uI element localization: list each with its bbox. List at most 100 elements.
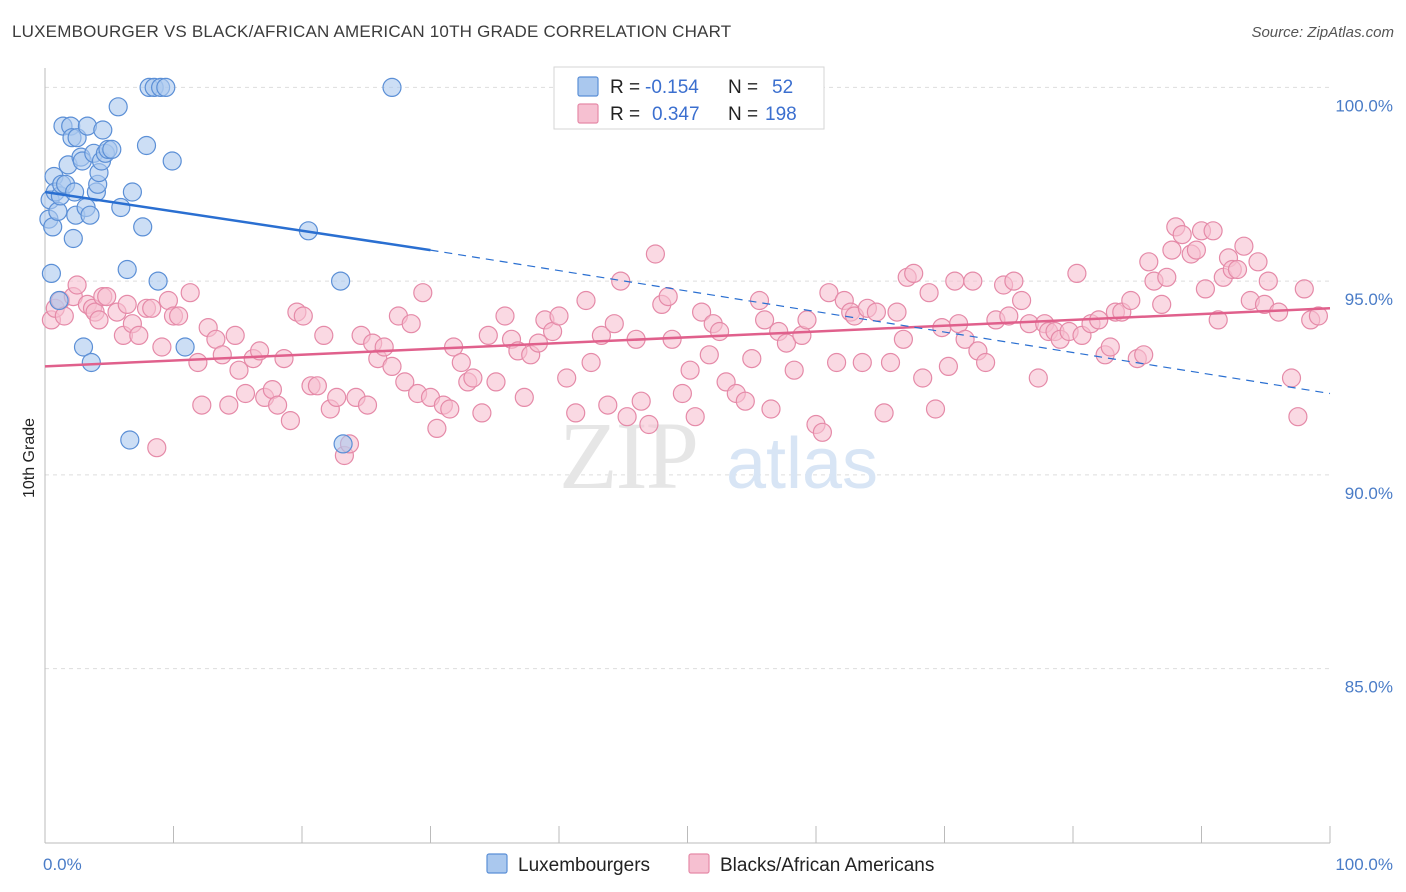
legend-n-label-pink: N = <box>728 104 758 125</box>
blue-point-21 <box>73 337 94 357</box>
pink-point-107 <box>735 391 755 411</box>
blue-point-44 <box>148 271 168 291</box>
pink-point-47 <box>327 387 347 407</box>
chart-title: LUXEMBOURGER VS BLACK/AFRICAN AMERICAN 1… <box>12 22 732 41</box>
legend-n-label-blue: N = <box>728 77 758 98</box>
pink-point-146 <box>999 306 1019 326</box>
bottom-legend-swatch-blue <box>486 853 508 874</box>
blue-point-34 <box>102 139 122 159</box>
blue-point-37 <box>117 259 137 280</box>
pink-point-71 <box>478 325 498 345</box>
pink-point-14 <box>117 294 137 314</box>
pink-point-76 <box>514 387 534 407</box>
legend-n-value-blue: 52 <box>772 77 793 98</box>
pink-point-69 <box>463 368 483 388</box>
pink-point-132 <box>904 263 924 283</box>
legend-r-value-pink: 0.347 <box>652 104 700 125</box>
blue-point-50 <box>331 271 351 291</box>
pink-point-31 <box>225 325 245 345</box>
pink-point-20 <box>152 337 172 357</box>
pink-point-110 <box>754 310 775 330</box>
pink-point-23 <box>169 306 189 326</box>
pink-point-188 <box>1258 271 1278 291</box>
pink-point-164 <box>1121 290 1141 311</box>
pink-point-126 <box>866 302 887 322</box>
pink-point-5 <box>67 275 87 295</box>
pink-point-90 <box>617 407 637 427</box>
pink-point-101 <box>691 302 712 322</box>
pink-point-24 <box>180 283 200 303</box>
y-tick-label-1: 95.0% <box>1345 290 1393 309</box>
pink-point-116 <box>797 310 817 330</box>
pink-point-65 <box>440 399 460 419</box>
legend-box: R = -0.154 N = 52 R = 0.347 N = 198 <box>553 66 825 130</box>
pink-point-16 <box>129 325 149 345</box>
pink-point-96 <box>658 287 678 307</box>
pink-point-150 <box>1028 368 1048 388</box>
pink-point-32 <box>229 360 249 380</box>
legend-r-value-blue: -0.154 <box>645 77 699 98</box>
x-tick-label-1: 100.0% <box>1335 855 1393 874</box>
pink-point-100 <box>685 407 705 427</box>
bottom-legend: Luxembourgers Blacks/African Americans <box>486 853 934 876</box>
bottom-legend-label-pink: Blacks/African Americans <box>720 855 934 876</box>
pink-point-178 <box>1203 221 1223 241</box>
blue-point-36 <box>111 197 131 218</box>
pink-point-81 <box>549 306 569 326</box>
pink-point-56 <box>382 356 402 376</box>
pink-point-92 <box>631 391 651 411</box>
pink-point-19 <box>147 438 167 458</box>
legend-r-label-pink: R = <box>610 104 640 125</box>
pink-point-38 <box>268 395 288 415</box>
blue-point-15 <box>63 228 83 249</box>
blue-point-41 <box>136 135 157 156</box>
pink-point-84 <box>576 290 596 311</box>
blue-point-52 <box>382 77 402 98</box>
pink-point-94 <box>645 244 666 264</box>
pink-point-102 <box>699 345 719 365</box>
pink-point-18 <box>142 298 162 318</box>
trendline-blue-extension <box>430 249 1331 395</box>
pink-point-137 <box>938 356 959 376</box>
pink-point-175 <box>1186 240 1207 260</box>
pink-point-44 <box>307 376 327 396</box>
bottom-legend-swatch-pink <box>688 853 710 874</box>
pink-point-9 <box>89 310 109 330</box>
pink-point-166 <box>1134 345 1154 365</box>
blue-point-39 <box>122 182 142 202</box>
pink-point-135 <box>925 399 946 419</box>
pink-point-191 <box>1288 407 1308 427</box>
pink-point-45 <box>314 325 334 345</box>
pink-point-127 <box>874 403 894 423</box>
pink-point-93 <box>639 414 659 435</box>
pink-point-70 <box>472 403 492 423</box>
legend-swatch-pink <box>577 103 599 124</box>
blue-point-2 <box>41 263 62 283</box>
pink-point-120 <box>826 352 847 373</box>
pink-point-171 <box>1162 240 1182 260</box>
pink-point-109 <box>749 290 770 311</box>
pink-point-124 <box>852 352 872 373</box>
pink-point-59 <box>401 314 421 334</box>
pink-point-83 <box>566 403 586 423</box>
pink-point-114 <box>784 360 804 380</box>
pink-point-179 <box>1208 310 1228 330</box>
pink-point-190 <box>1281 368 1302 388</box>
y-tick-label-0: 100.0% <box>1335 96 1393 115</box>
pink-point-85 <box>581 352 601 373</box>
pink-point-141 <box>963 271 983 291</box>
pink-point-111 <box>761 399 781 419</box>
chart-source: Source: ZipAtlas.com <box>1251 24 1394 41</box>
blue-point-47 <box>162 151 182 171</box>
pink-point-55 <box>374 337 394 357</box>
pink-point-98 <box>672 383 693 404</box>
pink-point-133 <box>913 368 933 388</box>
pink-point-25 <box>188 352 208 373</box>
pink-point-61 <box>413 283 433 303</box>
pink-point-113 <box>776 333 797 353</box>
watermark: ZIP atlas <box>559 402 878 509</box>
pink-point-40 <box>280 411 300 431</box>
blue-points <box>39 77 402 454</box>
pink-point-170 <box>1157 267 1177 287</box>
legend-n-value-pink: 198 <box>765 104 797 125</box>
